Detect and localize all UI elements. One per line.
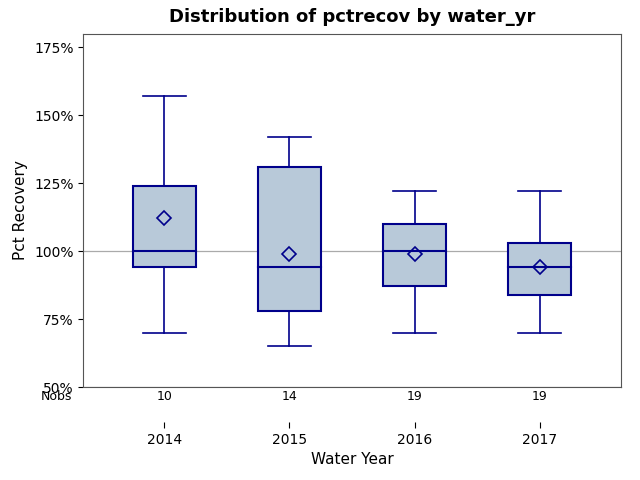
- Text: Nobs: Nobs: [41, 390, 72, 404]
- Text: 19: 19: [532, 390, 547, 404]
- Bar: [508, 243, 571, 295]
- Text: 14: 14: [282, 390, 298, 404]
- Y-axis label: Pct Recovery: Pct Recovery: [13, 160, 28, 260]
- Title: Distribution of pctrecov by water_yr: Distribution of pctrecov by water_yr: [169, 9, 535, 26]
- Text: 10: 10: [157, 390, 172, 404]
- Bar: [133, 186, 196, 267]
- Bar: [258, 167, 321, 311]
- Bar: [383, 224, 446, 287]
- X-axis label: Water Year: Water Year: [310, 452, 394, 468]
- Text: 19: 19: [406, 390, 422, 404]
